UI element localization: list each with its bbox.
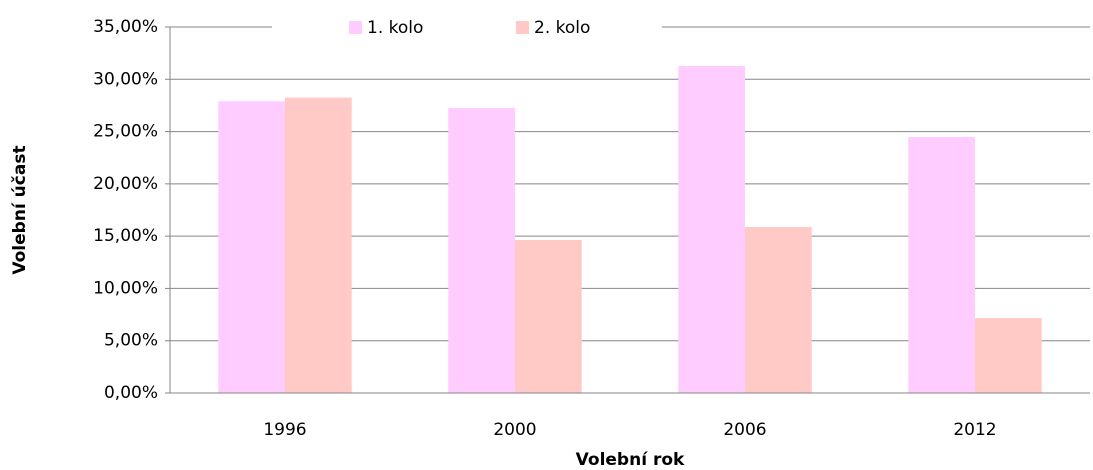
bar <box>448 108 515 394</box>
y-tick-label: 10,00% <box>93 278 158 298</box>
x-tick-label: 1996 <box>263 420 306 440</box>
bar <box>515 240 582 393</box>
bar <box>218 101 285 393</box>
bar <box>678 66 745 394</box>
bar <box>908 137 975 393</box>
bar <box>745 227 812 393</box>
y-tick-label: 25,00% <box>93 122 158 142</box>
y-tick-label: 15,00% <box>93 226 158 246</box>
bar <box>975 318 1042 393</box>
y-axis-title: Volební účast <box>10 145 30 274</box>
y-tick-label: 35,00% <box>93 17 158 37</box>
y-tick-label: 20,00% <box>93 174 158 194</box>
x-tick-label: 2000 <box>493 420 536 440</box>
bar <box>285 97 352 393</box>
x-tick-label: 2012 <box>953 420 996 440</box>
y-tick-label: 0,00% <box>104 383 158 403</box>
y-tick-label: 5,00% <box>104 331 158 351</box>
legend-label: 1. kolo <box>367 18 423 38</box>
legend-swatch <box>349 21 362 34</box>
y-tick-label: 30,00% <box>93 69 158 89</box>
legend-label: 2. kolo <box>534 18 590 38</box>
legend-box <box>272 13 662 43</box>
x-tick-label: 2006 <box>723 420 766 440</box>
legend-swatch <box>516 21 529 34</box>
x-axis-title: Volební rok <box>576 450 685 470</box>
